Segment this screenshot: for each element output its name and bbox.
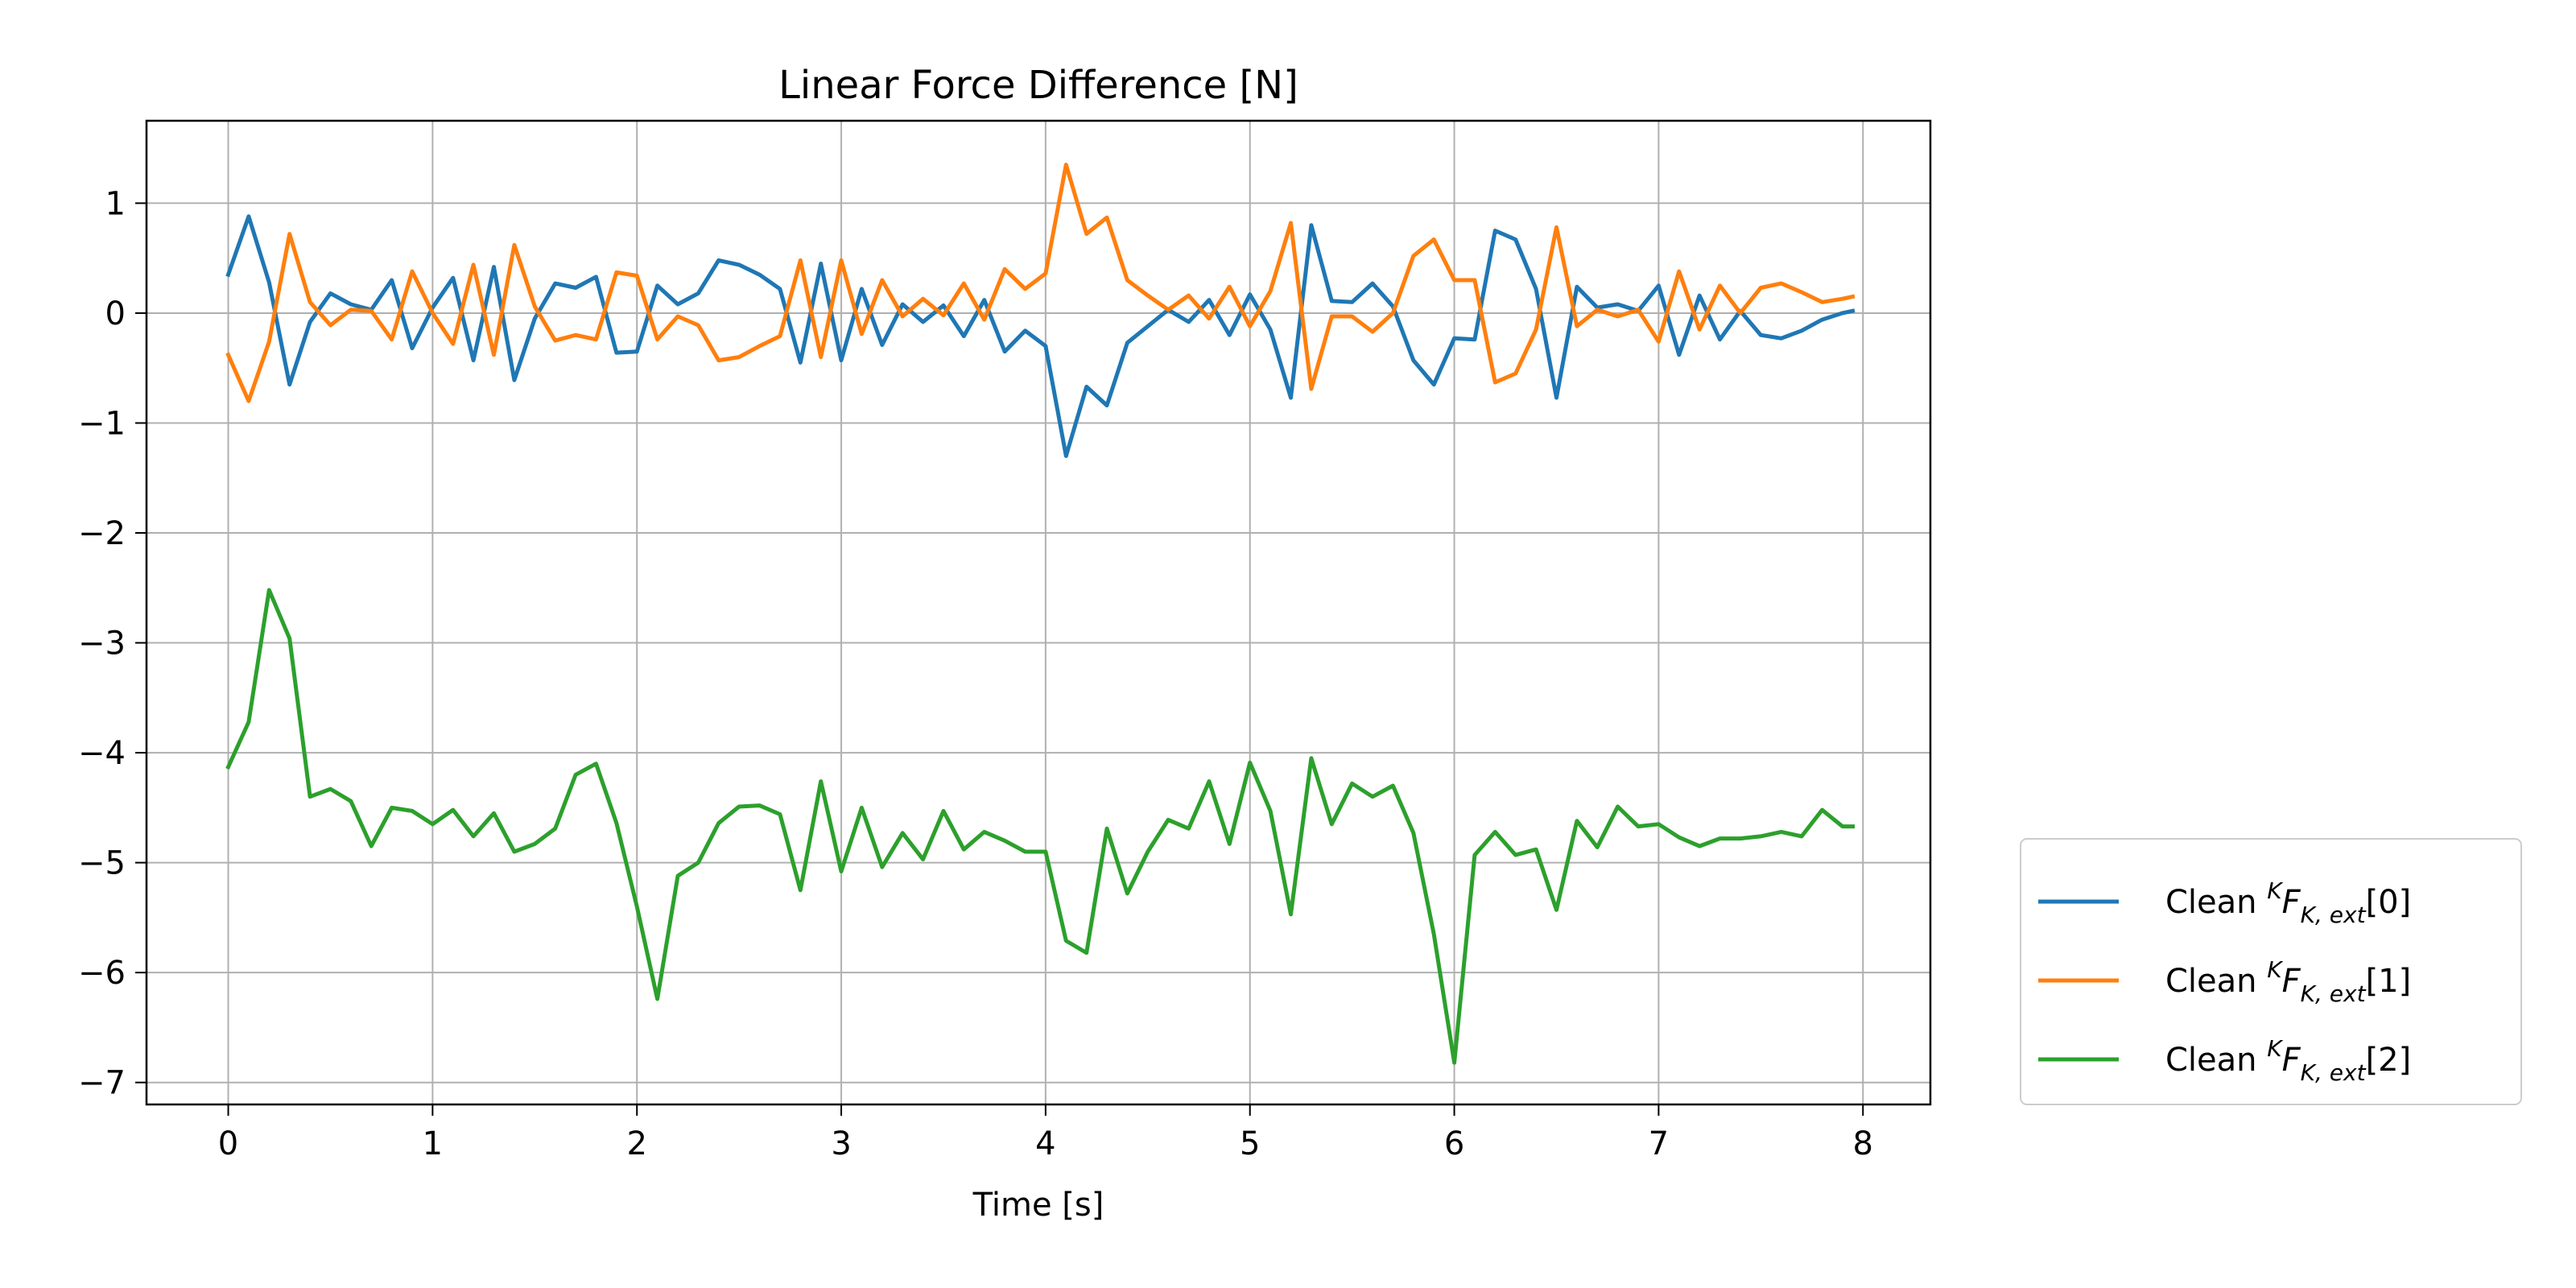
x-tick-label: 3 [831, 1125, 851, 1162]
x-tick-label: 0 [218, 1125, 238, 1162]
legend-label-prefix: Clean [2165, 963, 2267, 1000]
legend-label-subscript: K, ext [2301, 1059, 2367, 1086]
x-tick-label: 5 [1240, 1125, 1260, 1162]
x-tick-label: 2 [626, 1125, 646, 1162]
legend-box [2020, 838, 2522, 1105]
legend-label-main: F [2282, 963, 2301, 1000]
legend-label-suffix: [2] [2366, 1042, 2412, 1079]
legend-label-prefix: Clean [2165, 884, 2267, 921]
legend-label-main: F [2282, 884, 2301, 921]
legend-label-main: F [2282, 1042, 2301, 1079]
y-tick-label: −2 [78, 515, 126, 552]
y-tick-label: −3 [78, 625, 126, 663]
series-line-2 [225, 588, 1855, 1065]
legend-label-suffix: [1] [2366, 963, 2412, 1000]
x-tick-label: 7 [1649, 1125, 1669, 1162]
legend-label-superscript: K [2267, 877, 2284, 904]
x-axis-title: Time [s] [972, 1187, 1104, 1224]
legend: Clean KFK, ext[0]Clean KFK, ext[1]Clean … [2020, 838, 2522, 1105]
y-tick-label: −4 [78, 735, 126, 772]
y-tick-label: −5 [78, 845, 126, 882]
x-tick-label: 6 [1444, 1125, 1464, 1162]
x-tick-label: 4 [1035, 1125, 1055, 1162]
y-tick-label: −1 [78, 405, 126, 442]
legend-label-prefix: Clean [2165, 1042, 2267, 1079]
legend-label: Clean KFK, ext[0] [2165, 877, 2411, 928]
chart-title: Linear Force Difference [N] [778, 63, 1298, 108]
legend-label-subscript: K, ext [2301, 980, 2367, 1007]
y-tick-label: 1 [105, 185, 126, 222]
plot-frame [145, 119, 1932, 1106]
legend-label: Clean KFK, ext[1] [2165, 956, 2411, 1007]
legend-label-subscript: K, ext [2301, 902, 2367, 928]
series-line-0 [225, 214, 1856, 458]
legend-label-superscript: K [2267, 956, 2284, 983]
legend-label: Clean KFK, ext[2] [2165, 1035, 2411, 1086]
series-layer [225, 163, 1856, 1065]
legend-label-superscript: K [2267, 1035, 2284, 1062]
x-tick-label: 1 [423, 1125, 443, 1162]
y-tick-label: −7 [78, 1065, 126, 1102]
y-tick-label: 0 [105, 295, 126, 332]
ticks: 0 1 2 3 4 5 6 7 8 1 0 −1 −2 −3 −4 −5 −6 −7 [78, 185, 1873, 1162]
x-tick-label: 8 [1853, 1125, 1873, 1162]
series-line-1 [225, 163, 1856, 403]
legend-label-suffix: [0] [2366, 884, 2412, 921]
y-tick-label: −6 [78, 955, 126, 992]
